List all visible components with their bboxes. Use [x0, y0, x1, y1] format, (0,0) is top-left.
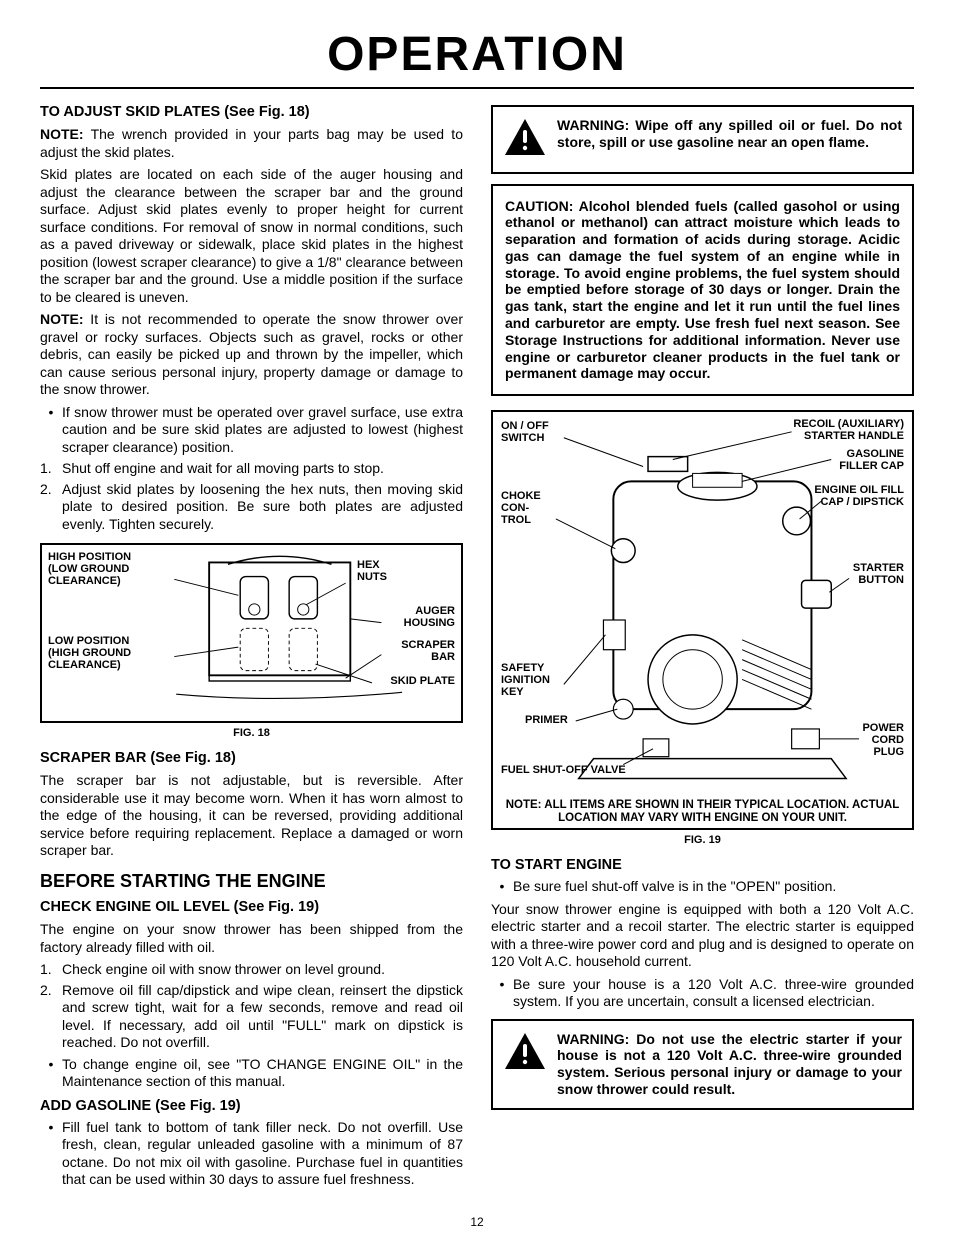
list-item: •Be sure fuel shut-off valve is in the "…: [491, 878, 914, 896]
caution-lead: CAUTION:: [505, 198, 573, 214]
heading-gas: ADD GASOLINE (See Fig. 19): [40, 1097, 463, 1115]
warning-2-lead: WARNING:: [557, 1031, 629, 1047]
warning-icon: [503, 1031, 547, 1076]
list-item: 1.Shut off engine and wait for all movin…: [40, 460, 463, 478]
gas-bullet-text: Fill fuel tank to bottom of tank filler …: [62, 1119, 463, 1189]
caution-box: CAUTION: Alcohol blended fuels (called g…: [491, 184, 914, 397]
heading-skid-plates: TO ADJUST SKID PLATES (See Fig. 18): [40, 103, 463, 121]
bullet-list-oil: •To change engine oil, see "TO CHANGE EN…: [40, 1056, 463, 1091]
bullet-list-start-1: •Be sure fuel shut-off valve is in the "…: [491, 878, 914, 896]
fig18-label-high: HIGH POSITION (LOW GROUND CLEARANCE): [48, 551, 158, 587]
masthead: OPERATION: [40, 25, 914, 85]
fig19-svg: [493, 412, 912, 828]
page-number: 12: [40, 1215, 914, 1230]
bullet-list-start-2: •Be sure your house is a 120 Volt A.C. t…: [491, 976, 914, 1011]
step-2-text: Adjust skid plates by loosening the hex …: [62, 481, 463, 534]
warning-icon: [503, 117, 547, 162]
oil-step-1: Check engine oil with snow thrower on le…: [62, 961, 463, 979]
note-gravel: NOTE: It is not recommended to operate t…: [40, 311, 463, 399]
p-start-engine: Your snow thrower engine is equipped wit…: [491, 901, 914, 971]
heading-oil: CHECK ENGINE OIL LEVEL (See Fig. 19): [40, 898, 463, 916]
warning-box-1: WARNING: Wipe off any spilled oil or fue…: [491, 105, 914, 174]
fig18-label-scraper: SCRAPER BAR: [393, 639, 455, 663]
list-item: •To change engine oil, see "TO CHANGE EN…: [40, 1056, 463, 1091]
figure-19: ON / OFF SWITCH RECOIL (AUXILIARY) START…: [491, 410, 914, 830]
step-1-text: Shut off engine and wait for all moving …: [62, 460, 463, 478]
bullet-list-gas: •Fill fuel tank to bottom of tank filler…: [40, 1119, 463, 1189]
heading-before-start: BEFORE STARTING THE ENGINE: [40, 870, 463, 893]
bullet-list-gravel: •If snow thrower must be operated over g…: [40, 404, 463, 457]
top-rule: [40, 87, 914, 89]
list-item: 1.Check engine oil with snow thrower on …: [40, 961, 463, 979]
warning-box-2: WARNING: Do not use the electric starter…: [491, 1019, 914, 1110]
p-oil: The engine on your snow thrower has been…: [40, 921, 463, 956]
note-body-1: The wrench provided in your parts bag ma…: [40, 126, 463, 160]
list-item: •Fill fuel tank to bottom of tank filler…: [40, 1119, 463, 1189]
fig18-label-hex: HEX NUTS: [357, 559, 403, 583]
fig18-label-low: LOW POSITION (HIGH GROUND CLEARANCE): [48, 635, 158, 671]
fig18-caption: FIG. 18: [40, 727, 463, 741]
two-column-layout: TO ADJUST SKID PLATES (See Fig. 18) NOTE…: [40, 97, 914, 1193]
right-column: WARNING: Wipe off any spilled oil or fue…: [491, 97, 914, 1193]
warning-1-lead: WARNING:: [557, 117, 629, 133]
fig18-label-auger: AUGER HOUSING: [393, 605, 455, 629]
oil-step-2: Remove oil fill cap/dipstick and wipe cl…: [62, 982, 463, 1052]
bullet-gravel-text: If snow thrower must be operated over gr…: [62, 404, 463, 457]
fig18-label-skid: SKID PLATE: [383, 675, 455, 687]
note-lead-2: NOTE:: [40, 311, 84, 327]
list-item: •If snow thrower must be operated over g…: [40, 404, 463, 457]
fig19-footnote: NOTE: ALL ITEMS ARE SHOWN IN THEIR TYPIC…: [493, 799, 912, 824]
figure-18: HIGH POSITION (LOW GROUND CLEARANCE) LOW…: [40, 543, 463, 723]
warning-1-body: WARNING: Wipe off any spilled oil or fue…: [557, 117, 902, 151]
left-column: TO ADJUST SKID PLATES (See Fig. 18) NOTE…: [40, 97, 463, 1193]
p-skid-desc: Skid plates are located on each side of …: [40, 166, 463, 306]
start-bullet-1: Be sure fuel shut-off valve is in the "O…: [513, 878, 914, 896]
steps-skid: 1.Shut off engine and wait for all movin…: [40, 460, 463, 533]
start-bullet-2: Be sure your house is a 120 Volt A.C. th…: [513, 976, 914, 1011]
note-lead-1: NOTE:: [40, 126, 84, 142]
heading-scraper: SCRAPER BAR (See Fig. 18): [40, 749, 463, 767]
caution-text: Alcohol blended fuels (called gasohol or…: [505, 198, 900, 382]
note-body-2: It is not recommended to operate the sno…: [40, 311, 463, 397]
list-item: 2.Adjust skid plates by loosening the he…: [40, 481, 463, 534]
list-item: •Be sure your house is a 120 Volt A.C. t…: [491, 976, 914, 1011]
list-item: 2.Remove oil fill cap/dipstick and wipe …: [40, 982, 463, 1052]
p-scraper: The scraper bar is not adjustable, but i…: [40, 772, 463, 860]
warning-2-body: WARNING: Do not use the electric starter…: [557, 1031, 902, 1098]
fig19-caption: FIG. 19: [491, 834, 914, 848]
note-wrench: NOTE: The wrench provided in your parts …: [40, 126, 463, 161]
heading-start-engine: TO START ENGINE: [491, 856, 914, 874]
oil-bullet-text: To change engine oil, see "TO CHANGE ENG…: [62, 1056, 463, 1091]
steps-oil: 1.Check engine oil with snow thrower on …: [40, 961, 463, 1052]
